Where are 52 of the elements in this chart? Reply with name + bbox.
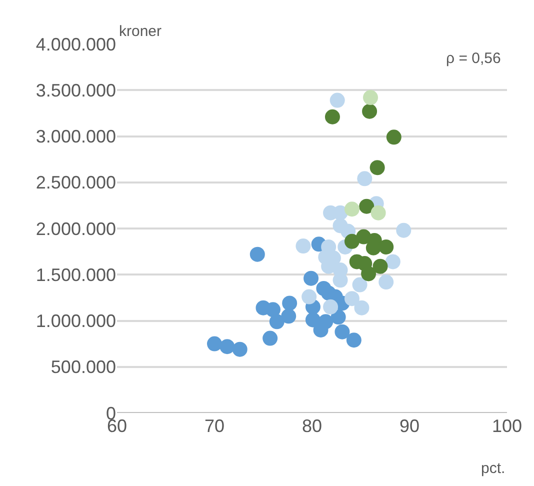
y-tick-label: 3.000.000: [36, 126, 116, 147]
x-tick-label: 100: [492, 416, 522, 436]
point: [344, 291, 360, 306]
point: [318, 314, 334, 330]
point: [334, 324, 350, 340]
point: [269, 314, 284, 330]
y-tick-label: 4.000.000: [36, 34, 116, 54]
point: [372, 258, 388, 274]
point: [282, 296, 298, 311]
point: [323, 299, 338, 314]
point: [352, 277, 368, 292]
point: [363, 90, 378, 106]
point: [344, 234, 360, 249]
point: [330, 92, 345, 108]
point: [362, 104, 378, 119]
point: [357, 171, 372, 186]
point: [354, 300, 370, 316]
point: [220, 339, 235, 354]
point: [305, 312, 320, 328]
x-tick-label: 90: [399, 416, 420, 436]
y-tick-label: 500.000: [50, 357, 116, 378]
point: [396, 222, 412, 238]
point: [304, 270, 319, 286]
y-tick-label: 2.500.000: [36, 172, 116, 193]
point: [250, 246, 265, 262]
point: [385, 254, 400, 270]
point: [296, 238, 311, 254]
y-tick-label: 1.500.000: [36, 264, 116, 285]
point: [378, 274, 394, 290]
point: [378, 239, 394, 254]
point: [281, 308, 296, 324]
y-tick-label: 1.000.000: [36, 311, 116, 332]
point: [361, 266, 376, 282]
y-axis-title: kroner: [119, 23, 162, 40]
point: [370, 160, 385, 176]
point: [207, 336, 222, 352]
y-tick-label: 3.500.000: [36, 80, 116, 100]
point: [346, 332, 362, 348]
x-axis-title: pct.: [481, 460, 506, 477]
point: [359, 198, 374, 214]
point: [344, 202, 360, 217]
point: [386, 130, 402, 145]
point: [302, 289, 317, 304]
point: [324, 109, 340, 124]
point: [232, 342, 248, 357]
x-tick-label: 80: [302, 416, 322, 436]
x-tick-label: 70: [204, 416, 225, 436]
point: [262, 330, 278, 346]
point: [266, 302, 280, 318]
annotation: ρ = 0,56: [446, 50, 501, 67]
y-tick-label: 2.000.000: [36, 218, 116, 239]
point: [370, 205, 386, 220]
